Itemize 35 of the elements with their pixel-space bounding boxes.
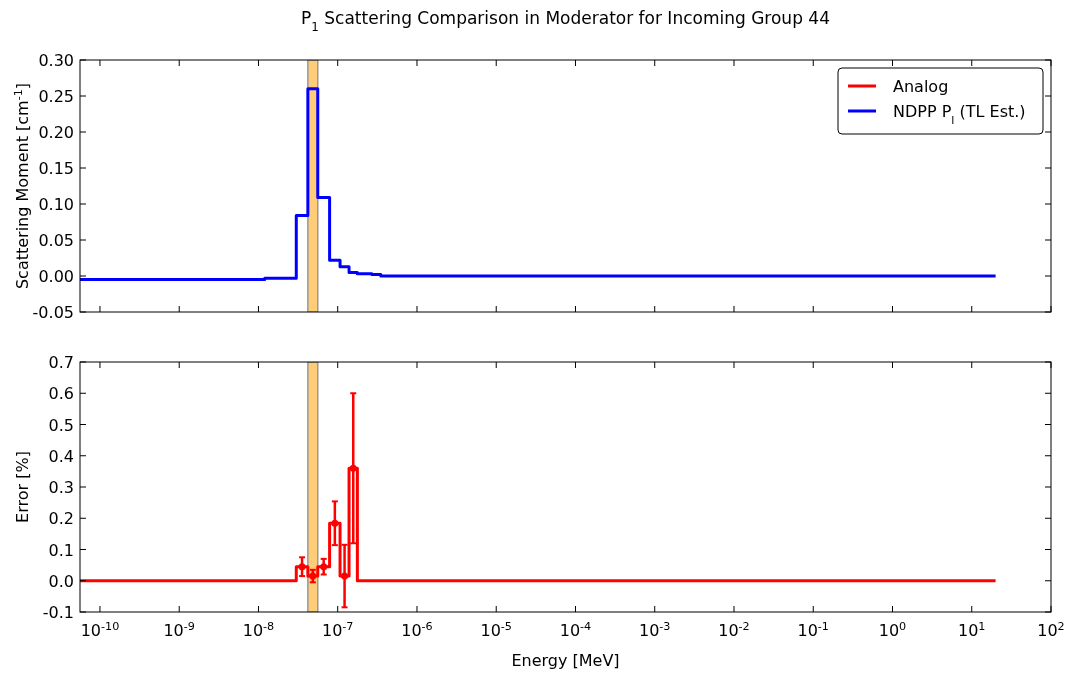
x-tick-label: 10$^{-8}$ — [242, 619, 275, 640]
x-tick-label: 10$^{-2}$ — [718, 619, 750, 640]
y-tick-label: 0.2 — [48, 509, 74, 529]
y-tick-label: 0.4 — [48, 446, 74, 466]
chart-title: P$_{1}$ Scattering Comparison in Moderator for Incoming Group 44 — [301, 8, 830, 34]
x-tick-label: 10$^{-3}$ — [638, 619, 671, 640]
legend-label: Analog — [893, 77, 949, 96]
x-tick-label: 10$^{-9}$ — [163, 619, 195, 640]
x-tick-label: 10$^{2}$ — [1037, 619, 1065, 640]
y-tick-label: 0.00 — [38, 267, 74, 286]
y-axis-title: Error [%] — [13, 451, 32, 523]
y-tick-label: -0.1 — [42, 603, 74, 622]
y-tick-label: 0.10 — [38, 195, 74, 214]
y-tick-label: 0.6 — [48, 384, 74, 404]
y-tick-label: 0.05 — [38, 231, 74, 250]
y-tick-label: 0.1 — [48, 540, 74, 560]
y-tick-label: -0.05 — [32, 303, 74, 322]
y-tick-label: 0.7 — [48, 353, 74, 372]
x-tick-label: 10$^{-5}$ — [480, 619, 512, 640]
y-tick-label: 0.25 — [38, 87, 74, 106]
y-tick-label: 0.3 — [48, 478, 74, 497]
x-tick-label: 10$^{0}$ — [878, 619, 907, 640]
x-tick-label: 10$^{-6}$ — [401, 619, 433, 640]
x-tick-label: 10$^{1}$ — [958, 619, 986, 640]
y-tick-label: 0.0 — [48, 571, 74, 591]
x-tick-label: 10$^{-4}$ — [559, 619, 592, 640]
x-tick-label: 10$^{-1}$ — [797, 619, 829, 640]
x-tick-label: 10$^{-7}$ — [321, 619, 354, 640]
y-tick-label: 0.20 — [38, 123, 74, 142]
x-tick-label: 10$^{-10}$ — [80, 619, 120, 640]
x-axis-title: Energy [MeV] — [511, 651, 620, 670]
y-tick-label: 0.15 — [38, 159, 74, 178]
y-tick-label: 0.30 — [38, 51, 74, 70]
y-tick-label: 0.5 — [48, 415, 74, 435]
legend-label: NDPP P$_{l}$ (TL Est.) — [893, 102, 1026, 127]
